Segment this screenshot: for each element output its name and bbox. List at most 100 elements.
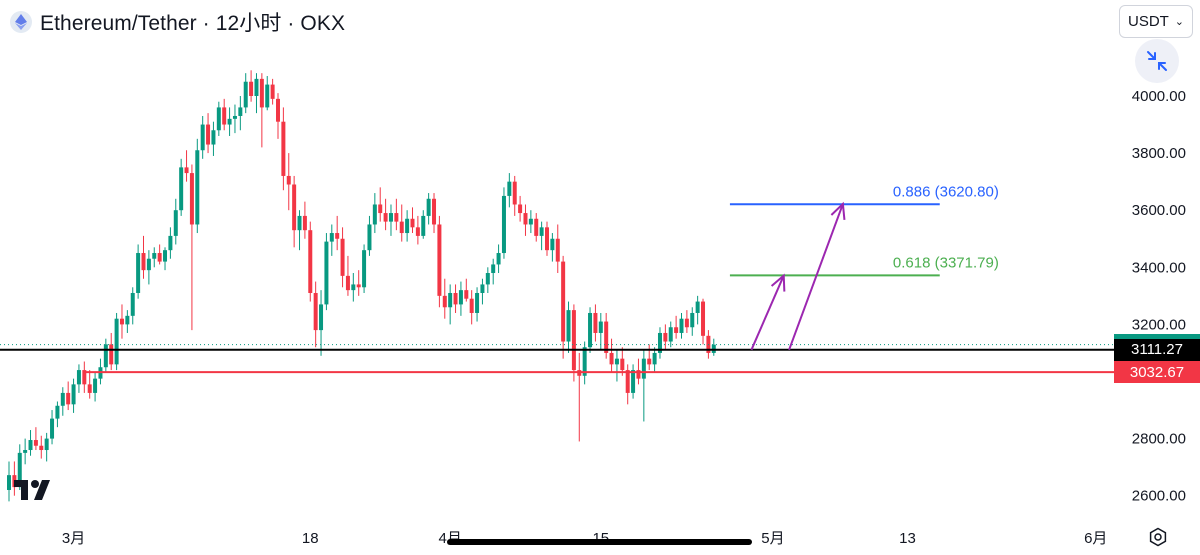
candle [206,124,211,145]
candle [119,318,124,325]
y-tick-label: 3200.00 [1132,316,1186,333]
candle [609,352,614,365]
candle [362,250,367,288]
price-tag: 3111.27 [1114,338,1200,361]
candle [550,238,555,251]
candle [152,253,157,259]
candle [324,241,329,305]
candle [50,418,55,439]
candle [335,233,340,239]
candle [141,253,146,271]
candle [663,332,668,342]
candle [528,218,533,225]
candle [421,215,426,236]
x-tick-label: 13 [899,530,916,547]
candle [668,327,673,342]
candle [55,405,60,419]
candle [518,204,523,214]
candle [179,167,184,211]
candle [448,292,453,308]
candle [114,318,119,365]
candle [684,318,689,328]
candle [87,384,92,393]
projection-arrowhead [830,201,846,220]
projection-arrowhead [770,273,786,292]
x-tick-label: 6月 [1084,530,1107,547]
y-tick-label: 2600.00 [1132,488,1186,505]
candle [136,253,141,293]
candle [561,261,566,342]
candle [383,213,388,222]
candle [232,115,237,119]
candle [216,107,221,131]
candle [259,78,264,108]
x-tick-label: 5月 [761,530,784,547]
candle [103,344,108,368]
candle [184,167,189,174]
candle [249,81,254,96]
candle [130,292,135,316]
candle [93,378,98,393]
candle [394,213,399,222]
candle [415,227,420,236]
candle [157,253,162,262]
y-tick-label: 3600.00 [1132,202,1186,219]
collapse-arrows-icon [1147,51,1167,71]
candle [367,224,372,251]
settings-gear-icon[interactable] [1148,527,1168,547]
candle [351,284,356,291]
tradingview-logo-icon [14,480,50,500]
candle [372,204,377,225]
candle [679,318,684,333]
candle [125,315,130,325]
y-tick-label: 2800.00 [1132,431,1186,448]
candle [657,332,662,353]
candle [534,218,539,236]
candle [44,438,49,451]
candle [631,370,636,393]
candle [286,175,291,185]
candle [641,358,646,379]
candle [593,312,598,333]
currency-select[interactable]: USDT ⌄ [1119,5,1193,38]
y-tick-label: 4000.00 [1132,88,1186,105]
candle [604,321,609,353]
candle [437,224,442,296]
currency-value: USDT [1128,13,1169,30]
candle [313,292,318,331]
candle [146,258,151,271]
candle [71,384,76,405]
candle [512,181,517,205]
candle [28,440,33,451]
x-tick-label: 18 [302,530,319,547]
symbol-title[interactable]: Ethereum/Tether · 12小时 · OKX [40,12,346,35]
candle [378,204,383,214]
collapse-button[interactable] [1135,39,1179,83]
candle [453,292,458,305]
candle [39,445,44,451]
home-indicator [447,539,752,545]
candle [17,452,22,488]
x-tick-label: 3月 [62,530,85,547]
candle [297,215,302,231]
candle [501,195,506,254]
candle [399,221,404,234]
fib-level-label: 0.886 (3620.80) [893,183,999,200]
candle [469,298,474,313]
candle [345,275,350,291]
candle [507,181,512,196]
candle [66,392,71,405]
candle [340,238,345,276]
candle [281,121,286,176]
candle [292,184,297,231]
candle [598,321,603,333]
candle [82,370,87,385]
candle [33,440,38,446]
candle [674,327,679,333]
candle [109,344,114,365]
candle [620,358,625,371]
candle [442,295,447,308]
candle [426,198,431,216]
candle [319,304,324,331]
